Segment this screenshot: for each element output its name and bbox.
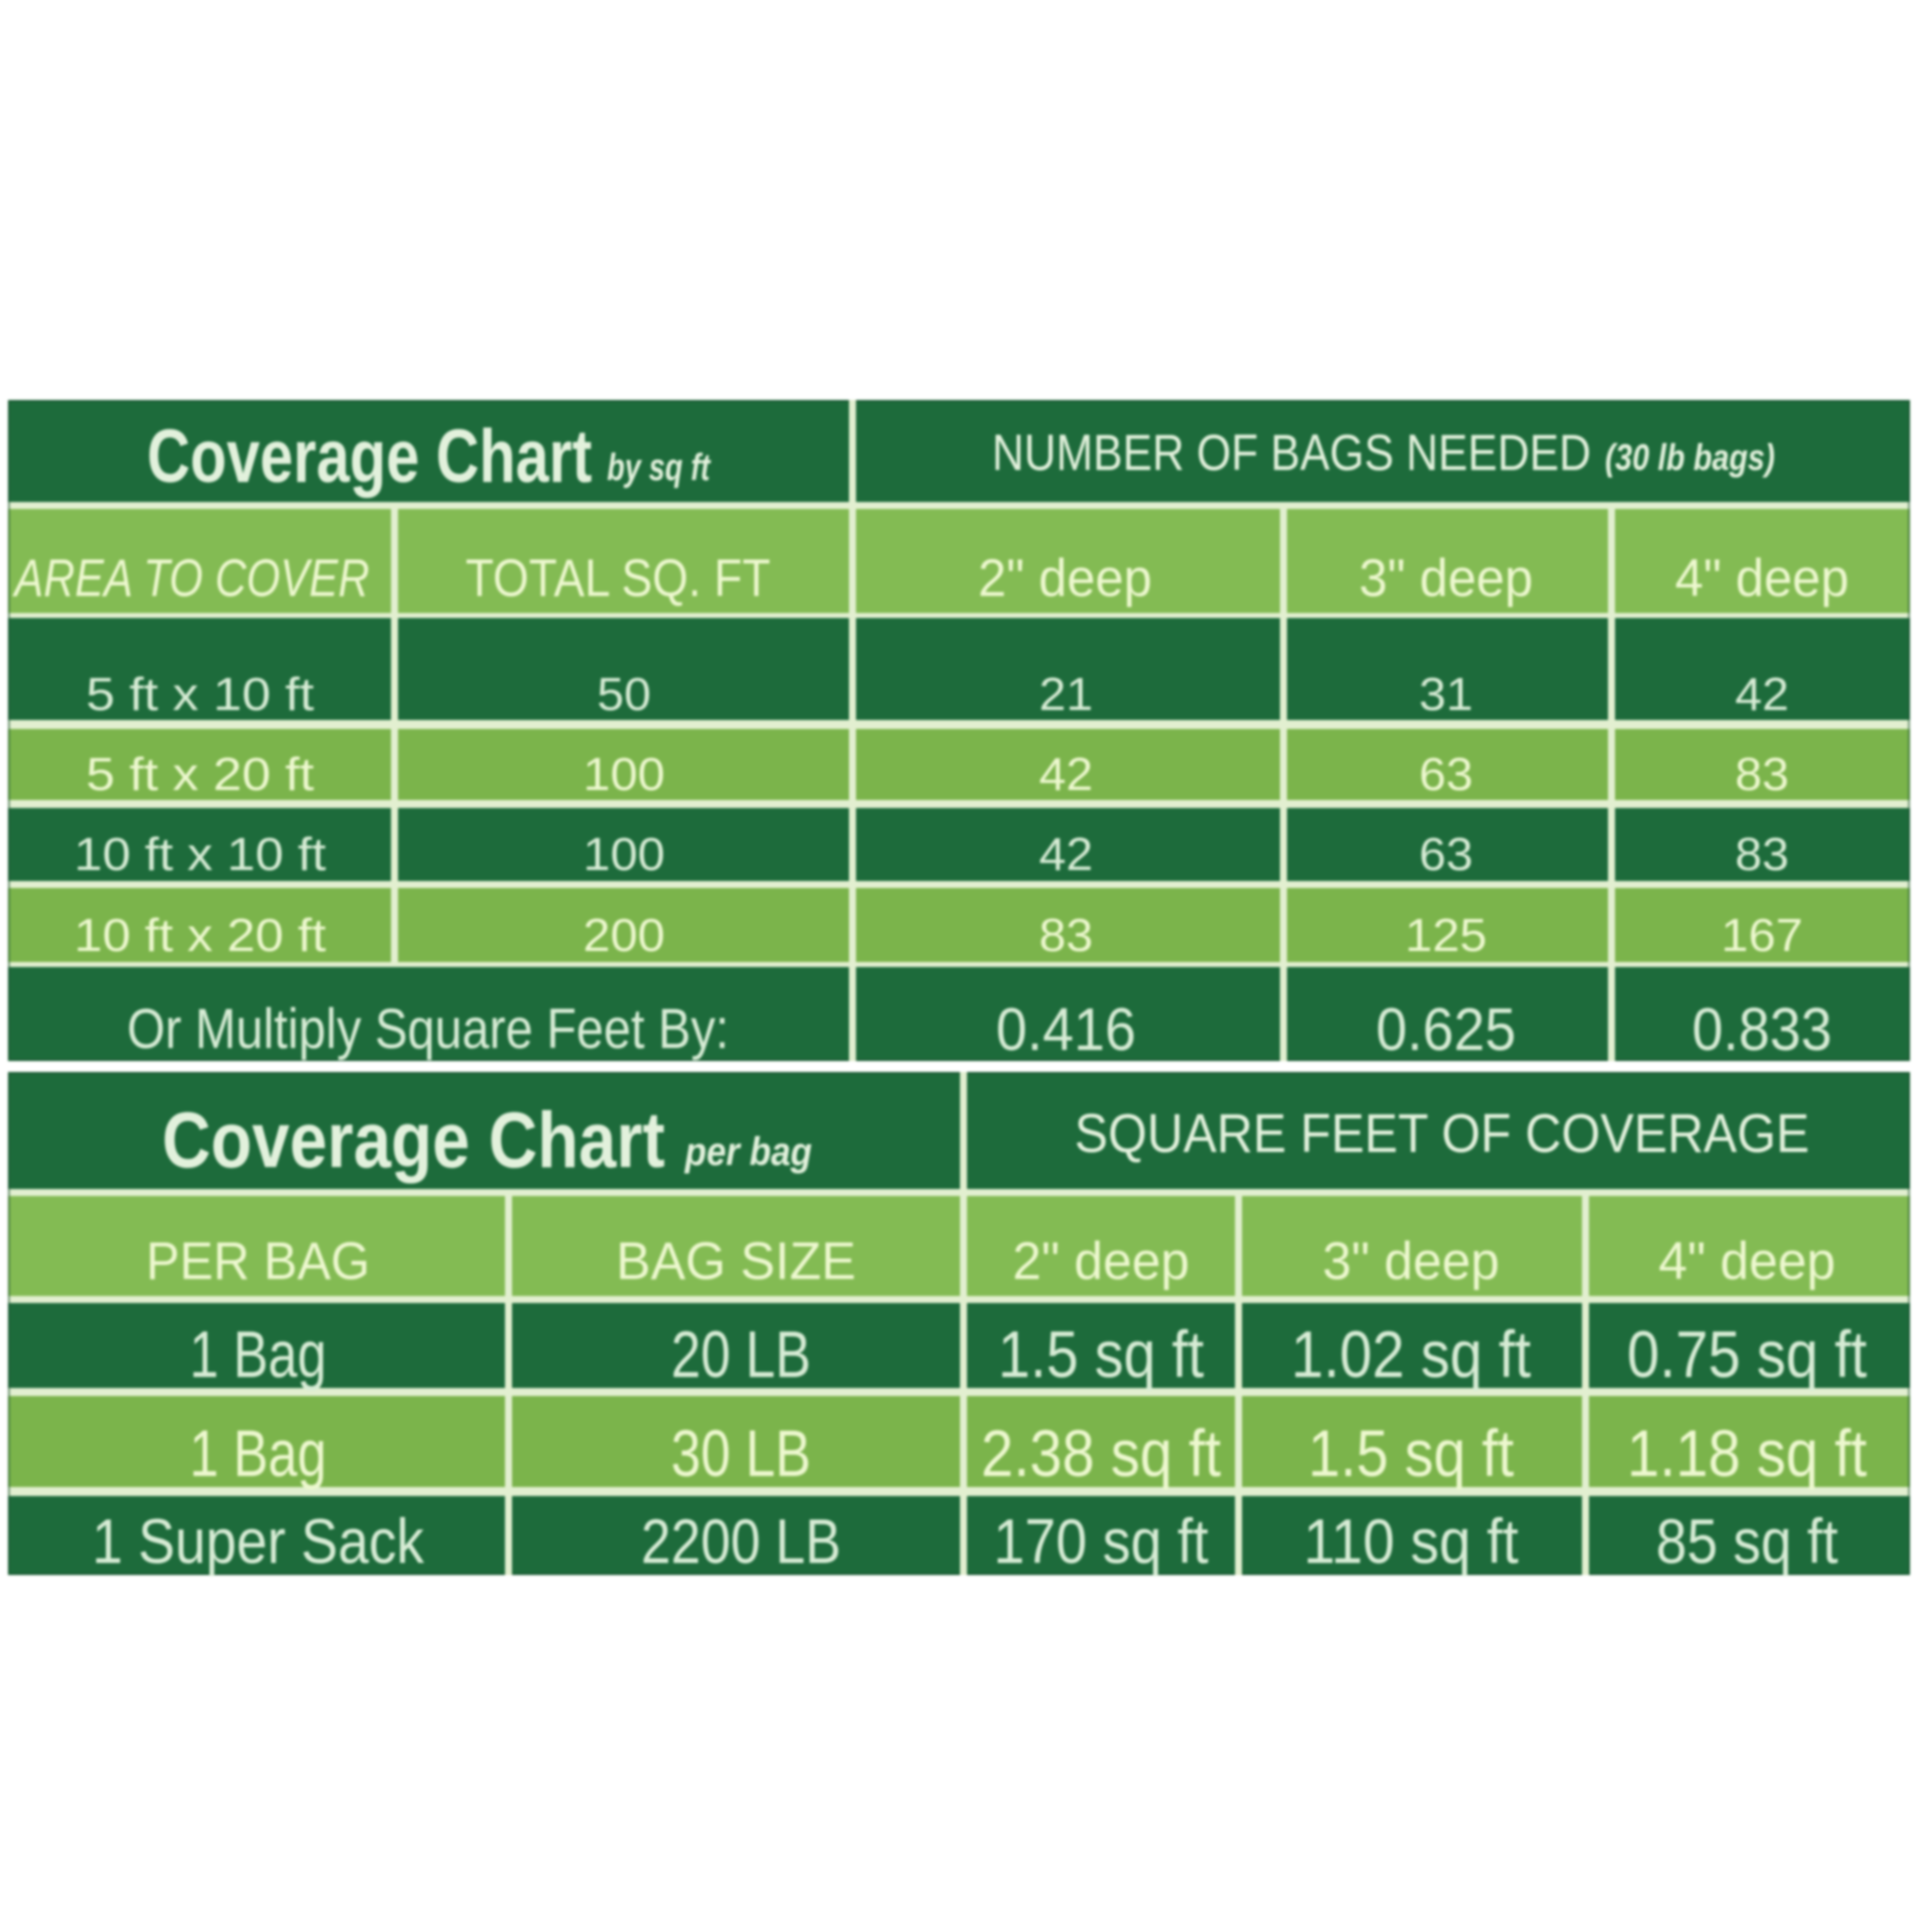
svg-text:PER BAG: PER BAG: [146, 1232, 370, 1291]
svg-text:5 ft x 20 ft: 5 ft x 20 ft: [86, 748, 314, 800]
svg-text:TOTAL SQ. FT: TOTAL SQ. FT: [466, 549, 771, 608]
svg-text:110 sq ft: 110 sq ft: [1304, 1507, 1519, 1577]
svg-text:31: 31: [1419, 668, 1473, 720]
svg-text:by sq ft: by sq ft: [607, 447, 711, 489]
svg-text:85 sq ft: 85 sq ft: [1656, 1507, 1838, 1577]
svg-text:2.38 sq ft: 2.38 sq ft: [981, 1416, 1221, 1490]
svg-text:200: 200: [583, 909, 665, 961]
svg-text:0.625: 0.625: [1376, 996, 1516, 1063]
svg-text:Or Multiply Square Feet By:: Or Multiply Square Feet By:: [127, 997, 729, 1061]
svg-text:2" deep: 2" deep: [978, 549, 1152, 608]
svg-text:125: 125: [1405, 909, 1487, 961]
svg-text:BAG SIZE: BAG SIZE: [616, 1232, 856, 1291]
svg-text:83: 83: [1735, 748, 1789, 800]
svg-text:1.5 sq ft: 1.5 sq ft: [998, 1317, 1204, 1391]
svg-text:4" deep: 4" deep: [1675, 549, 1849, 608]
svg-text:3" deep: 3" deep: [1323, 1232, 1500, 1291]
svg-text:per bag: per bag: [684, 1130, 812, 1174]
svg-text:21: 21: [1039, 668, 1093, 720]
svg-text:0.833: 0.833: [1692, 996, 1832, 1063]
svg-text:10 ft x 10 ft: 10 ft x 10 ft: [74, 828, 326, 880]
svg-text:3" deep: 3" deep: [1359, 549, 1533, 608]
svg-text:5 ft x 10 ft: 5 ft x 10 ft: [86, 668, 314, 720]
svg-text:0.75 sq ft: 0.75 sq ft: [1627, 1317, 1867, 1391]
svg-text:63: 63: [1419, 828, 1473, 880]
svg-text:42: 42: [1735, 668, 1789, 720]
svg-text:83: 83: [1735, 828, 1789, 880]
svg-text:0.416: 0.416: [996, 996, 1136, 1063]
svg-text:30 LB: 30 LB: [671, 1416, 811, 1490]
svg-text:1.5 sq ft: 1.5 sq ft: [1308, 1416, 1514, 1490]
svg-text:167: 167: [1721, 909, 1803, 961]
svg-text:AREA TO COVER: AREA TO COVER: [12, 549, 369, 608]
svg-text:20 LB: 20 LB: [671, 1317, 811, 1391]
svg-text:4" deep: 4" deep: [1659, 1232, 1836, 1291]
svg-text:2" deep: 2" deep: [1013, 1232, 1190, 1291]
svg-text:83: 83: [1039, 909, 1093, 961]
svg-text:Coverage Chart: Coverage Chart: [162, 1095, 665, 1184]
svg-text:1 Super Sack: 1 Super Sack: [92, 1507, 424, 1577]
svg-text:63: 63: [1419, 748, 1473, 800]
svg-text:1.02 sq ft: 1.02 sq ft: [1291, 1317, 1531, 1391]
svg-text:Coverage Chart: Coverage Chart: [147, 414, 592, 498]
svg-text:170 sq ft: 170 sq ft: [994, 1507, 1209, 1577]
svg-text:1.18 sq ft: 1.18 sq ft: [1627, 1416, 1867, 1490]
svg-text:2200 LB: 2200 LB: [641, 1507, 841, 1577]
svg-text:(30 lb bags): (30 lb bags): [1605, 437, 1775, 478]
svg-text:10 ft x 20 ft: 10 ft x 20 ft: [74, 909, 326, 961]
svg-text:42: 42: [1039, 748, 1093, 800]
svg-text:SQUARE FEET OF COVERAGE: SQUARE FEET OF COVERAGE: [1075, 1102, 1810, 1164]
svg-text:1 Bag: 1 Bag: [190, 1416, 327, 1490]
svg-text:1 Bag: 1 Bag: [190, 1317, 327, 1391]
svg-text:42: 42: [1039, 828, 1093, 880]
svg-text:50: 50: [597, 668, 651, 720]
svg-text:100: 100: [583, 748, 665, 800]
svg-text:100: 100: [583, 828, 665, 880]
svg-text:NUMBER OF BAGS NEEDED: NUMBER OF BAGS NEEDED: [992, 424, 1591, 481]
